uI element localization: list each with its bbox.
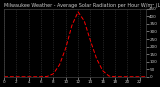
Text: Milwaukee Weather - Average Solar Radiation per Hour W/m² (Last 24 Hours): Milwaukee Weather - Average Solar Radiat… [4,3,160,8]
